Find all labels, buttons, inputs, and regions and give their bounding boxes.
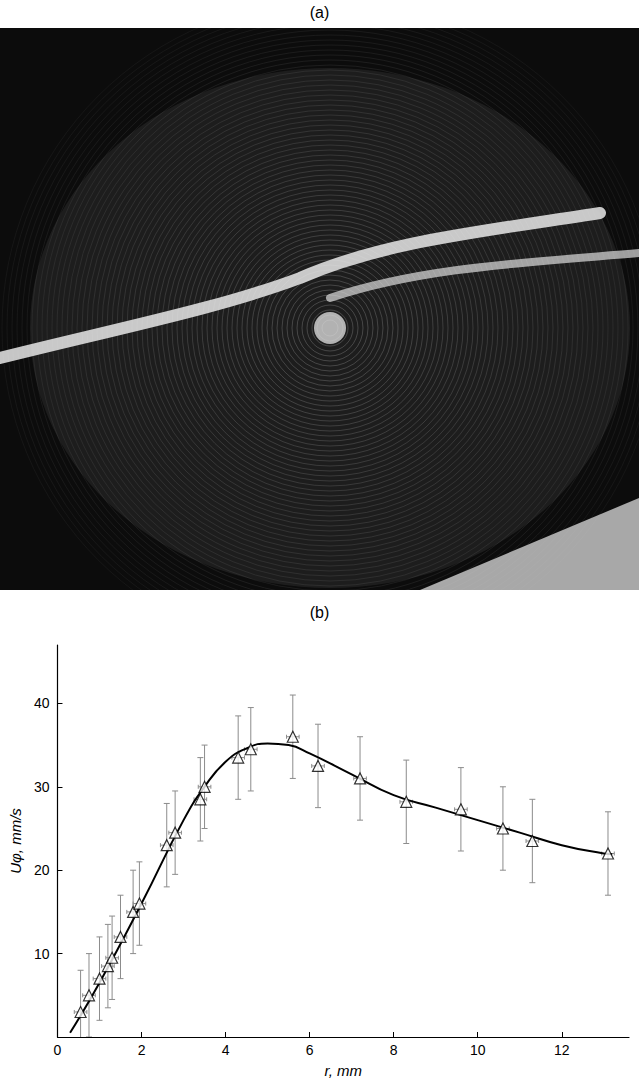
- svg-text:Uφ, mm/s: Uφ, mm/s: [7, 808, 24, 874]
- svg-text:(b): (b): [310, 604, 330, 621]
- svg-text:10: 10: [34, 946, 50, 962]
- svg-text:10: 10: [470, 1042, 486, 1058]
- svg-text:20: 20: [34, 862, 50, 878]
- svg-text:0: 0: [54, 1042, 62, 1058]
- svg-text:6: 6: [306, 1042, 314, 1058]
- html-text:(a): (a): [309, 4, 330, 21]
- svg-text:4: 4: [222, 1042, 230, 1058]
- svg-text:12: 12: [554, 1042, 570, 1058]
- svg-text:2: 2: [138, 1042, 146, 1058]
- svg-text:r, mm: r, mm: [324, 1062, 362, 1079]
- svg-text:8: 8: [390, 1042, 398, 1058]
- svg-text:30: 30: [34, 779, 50, 795]
- svg-text:40: 40: [34, 695, 50, 711]
